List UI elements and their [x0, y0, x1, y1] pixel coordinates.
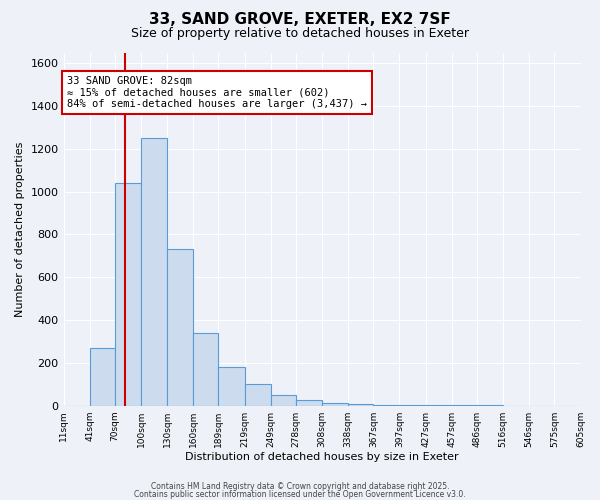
Bar — [296, 400, 322, 406]
Text: 33, SAND GROVE, EXETER, EX2 7SF: 33, SAND GROVE, EXETER, EX2 7SF — [149, 12, 451, 28]
Bar — [348, 404, 373, 406]
Bar — [245, 384, 271, 406]
Text: Size of property relative to detached houses in Exeter: Size of property relative to detached ho… — [131, 28, 469, 40]
Text: Contains HM Land Registry data © Crown copyright and database right 2025.: Contains HM Land Registry data © Crown c… — [151, 482, 449, 491]
X-axis label: Distribution of detached houses by size in Exeter: Distribution of detached houses by size … — [185, 452, 459, 462]
Bar — [373, 404, 400, 406]
Bar — [89, 348, 115, 406]
Bar — [141, 138, 167, 406]
Bar — [167, 250, 193, 406]
Bar — [322, 403, 348, 406]
Bar — [400, 405, 425, 406]
Bar — [218, 367, 245, 406]
Bar — [271, 395, 296, 406]
Bar — [193, 333, 218, 406]
Bar — [115, 183, 141, 406]
Text: 33 SAND GROVE: 82sqm
≈ 15% of detached houses are smaller (602)
84% of semi-deta: 33 SAND GROVE: 82sqm ≈ 15% of detached h… — [67, 76, 367, 109]
Y-axis label: Number of detached properties: Number of detached properties — [15, 142, 25, 317]
Text: Contains public sector information licensed under the Open Government Licence v3: Contains public sector information licen… — [134, 490, 466, 499]
